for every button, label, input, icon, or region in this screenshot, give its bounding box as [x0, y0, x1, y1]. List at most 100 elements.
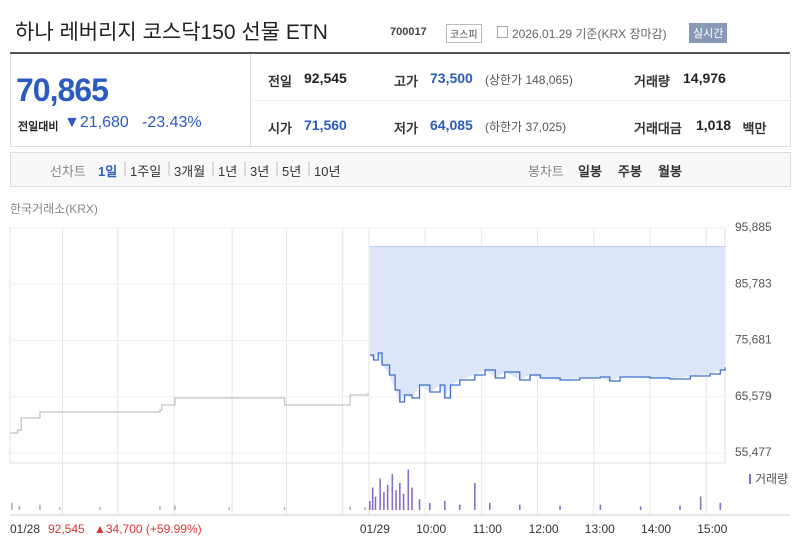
volume-bar — [679, 505, 681, 510]
separator: | — [167, 160, 172, 177]
legend-label: 거래량 — [755, 472, 788, 486]
volume-bar — [379, 478, 381, 510]
x-tick-label: 10:00 — [416, 522, 446, 536]
volume-bar — [473, 483, 476, 510]
market-badge: 코스피 — [446, 24, 482, 43]
volume-bar — [349, 506, 351, 510]
stat-note: (상한가 148,065) — [485, 73, 573, 87]
x-tick-label: 15:00 — [697, 522, 727, 536]
stat-label: 시가 — [268, 121, 292, 136]
change-label: 전일대비 — [18, 121, 59, 133]
realtime-badge[interactable]: 실시간 — [689, 23, 728, 43]
tab-bar — [10, 152, 791, 187]
volume-bar — [418, 499, 421, 510]
change-pct: -23.43% — [142, 114, 202, 131]
x-tick-label: 01/29 — [360, 522, 390, 536]
x-tick-label: 12:00 — [529, 522, 559, 536]
stat-value: 64,085 — [430, 117, 473, 133]
volume-bar — [18, 505, 21, 510]
legend-swatch — [749, 474, 751, 484]
volume-bar — [444, 501, 446, 510]
period-tab[interactable]: 3년 — [250, 164, 270, 179]
x-tick-label: 13:00 — [585, 522, 615, 536]
separator: | — [275, 160, 280, 177]
period-tab[interactable]: 1일 — [98, 164, 118, 179]
stat-label: 고가 — [394, 74, 418, 89]
volume-bar — [699, 496, 702, 510]
volume-bar — [99, 507, 101, 510]
x-tick-label: 01/28 — [10, 522, 40, 536]
volume-bar — [639, 506, 642, 510]
volume-bar — [374, 496, 377, 510]
divider — [10, 52, 790, 54]
candle-tab[interactable]: 주봉 — [618, 164, 642, 179]
code: 700017 — [390, 26, 427, 38]
separator: | — [211, 160, 216, 177]
volume-bar — [719, 502, 722, 510]
volume-bar — [559, 505, 561, 510]
y-tick-label: 75,681 — [735, 333, 772, 347]
stat-value: 1,018 — [696, 117, 732, 133]
volume-bar — [39, 504, 41, 510]
separator: | — [307, 160, 312, 177]
x-tick-label: 11:00 — [473, 522, 502, 536]
volume-bar — [174, 505, 176, 510]
volume-bar — [407, 469, 410, 510]
stat-value: 71,560 — [304, 117, 347, 133]
price-line — [369, 352, 726, 403]
change: ▼21,680 — [64, 114, 129, 131]
stat-label: 저가 — [394, 121, 418, 136]
stat-unit: 백만 — [742, 121, 767, 136]
stat-value: 14,976 — [683, 70, 726, 86]
volume-bar — [371, 487, 374, 510]
volume-bar — [399, 483, 401, 510]
stat-note: (하한가 37,025) — [485, 120, 567, 134]
volume-bar — [58, 507, 61, 510]
tab-label: 선차트 — [50, 164, 86, 179]
candle-tab[interactable]: 일봉 — [578, 164, 602, 179]
source: 한국거래소(KRX) — [10, 202, 98, 216]
volume-bar — [159, 506, 161, 510]
footer-change: ▲34,700 (+59.99%) — [94, 522, 202, 536]
volume-bar — [283, 507, 286, 510]
tab-label: 봉차트 — [528, 164, 564, 179]
volume-bar — [383, 492, 385, 510]
volume-bar — [395, 490, 397, 510]
y-tick-label: 85,783 — [735, 276, 772, 290]
volume-bar — [364, 507, 366, 510]
period-tab[interactable]: 5년 — [282, 164, 302, 179]
period-tab[interactable]: 3개월 — [174, 164, 206, 179]
volume-bar — [411, 487, 413, 510]
stat-value: 92,545 — [304, 70, 347, 86]
candle-tab[interactable]: 월봉 — [658, 164, 682, 179]
stat-label: 거래대금 — [634, 121, 682, 136]
stat-value: 73,500 — [430, 70, 473, 86]
volume-bar — [402, 493, 405, 510]
date: 2026.01.29 기준(KRX 장마감) — [512, 27, 667, 41]
period-tab[interactable]: 1주일 — [130, 164, 162, 179]
y-tick-label: 65,579 — [735, 389, 772, 403]
separator: | — [243, 160, 248, 177]
prev-close-label: 92,545 — [48, 522, 85, 536]
volume-bar — [11, 502, 13, 510]
volume-bar — [518, 504, 521, 510]
volume-bar — [391, 474, 394, 510]
stat-label: 거래량 — [634, 74, 670, 89]
separator: | — [123, 160, 128, 177]
divider — [250, 100, 790, 101]
calendar-icon — [497, 26, 508, 38]
period-tab[interactable]: 1년 — [218, 164, 238, 179]
volume-bar — [599, 504, 602, 510]
volume-bar — [386, 484, 389, 510]
period-tab[interactable]: 10년 — [314, 164, 341, 179]
volume-bar — [459, 504, 461, 510]
title: 하나 레버리지 코스닥150 선물 ETN — [15, 21, 328, 44]
current-price: 70,865 — [16, 72, 109, 108]
x-tick-label: 14:00 — [641, 522, 671, 536]
volume-bar — [228, 507, 231, 510]
volume-bar — [488, 502, 491, 510]
y-tick-label: 55,477 — [735, 445, 772, 459]
y-tick-label: 95,885 — [735, 220, 772, 234]
